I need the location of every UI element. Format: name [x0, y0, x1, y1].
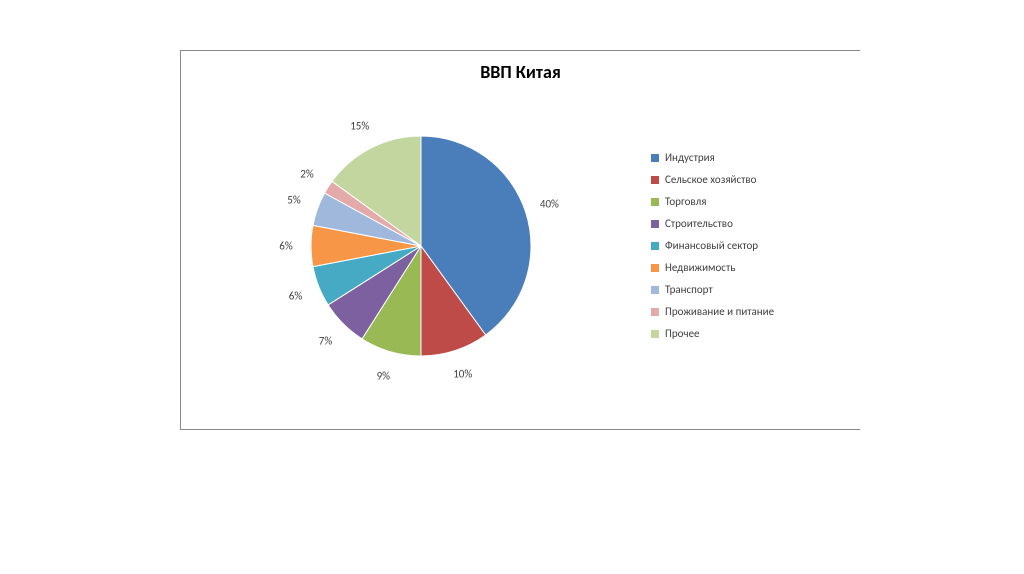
- chart-title: ВВП Китая: [181, 61, 860, 83]
- slice-label: 5%: [287, 194, 300, 207]
- legend-label: Торговля: [665, 195, 706, 208]
- slice-label: 7%: [319, 335, 332, 348]
- slice-label: 15%: [350, 119, 369, 132]
- legend-swatch: [651, 176, 659, 184]
- slice-label: 6%: [289, 289, 302, 302]
- legend-swatch: [651, 330, 659, 338]
- legend-item: Проживание и питание: [651, 305, 774, 318]
- slice-label: 6%: [279, 240, 292, 253]
- legend-item: Строительство: [651, 217, 774, 230]
- legend-label: Проживание и питание: [665, 305, 774, 318]
- slice-label: 40%: [540, 198, 559, 211]
- legend-swatch: [651, 264, 659, 272]
- legend-item: Торговля: [651, 195, 774, 208]
- legend-swatch: [651, 286, 659, 294]
- legend-item: Финансовый сектор: [651, 239, 774, 252]
- slice-label: 2%: [300, 167, 313, 180]
- legend-label: Индустрия: [665, 151, 715, 164]
- legend: Индустрия Сельское хозяйство Торговля Строи…: [651, 151, 774, 349]
- legend-swatch: [651, 154, 659, 162]
- legend-swatch: [651, 242, 659, 250]
- legend-swatch: [651, 308, 659, 316]
- legend-item: Прочее: [651, 327, 774, 340]
- legend-label: Прочее: [665, 327, 700, 340]
- legend-label: Финансовый сектор: [665, 239, 758, 252]
- chart-frame: ВВП Китая 40%10%9%7%6%6%5%2%15% Индустри…: [180, 50, 860, 430]
- legend-label: Строительство: [665, 217, 733, 230]
- legend-item: Сельское хозяйство: [651, 173, 774, 186]
- legend-label: Недвижимость: [665, 261, 735, 274]
- pie-container: 40%10%9%7%6%6%5%2%15%: [311, 136, 531, 356]
- slice-label: 10%: [453, 368, 472, 381]
- legend-label: Сельское хозяйство: [665, 173, 756, 186]
- legend-swatch: [651, 220, 659, 228]
- legend-swatch: [651, 198, 659, 206]
- legend-item: Транспорт: [651, 283, 774, 296]
- pie-svg: [311, 136, 531, 356]
- legend-item: Недвижимость: [651, 261, 774, 274]
- legend-item: Индустрия: [651, 151, 774, 164]
- slice-label: 9%: [377, 369, 390, 382]
- legend-label: Транспорт: [665, 283, 713, 296]
